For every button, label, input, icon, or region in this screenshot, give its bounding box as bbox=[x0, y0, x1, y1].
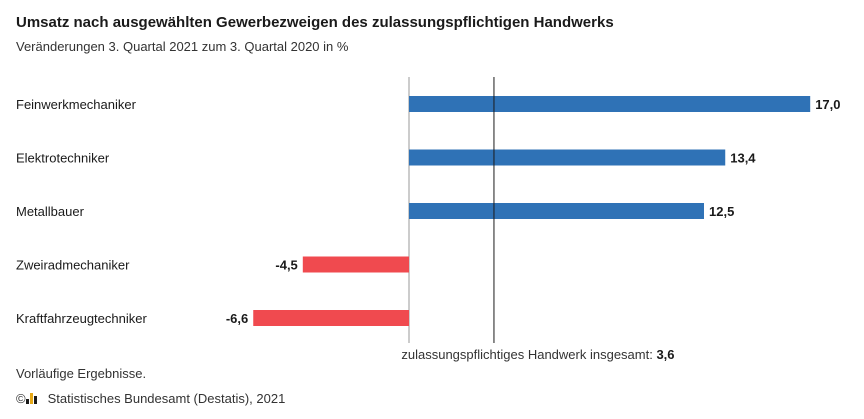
category-label: Kraftfahrzeugtechniker bbox=[16, 311, 147, 326]
bar-value-label: 17,0 bbox=[815, 97, 840, 112]
category-label: Elektrotechniker bbox=[16, 151, 110, 166]
source-text: Statistisches Bundesamt (Destatis), 2021 bbox=[47, 391, 286, 406]
bar-value-label: -6,6 bbox=[226, 311, 248, 326]
source-line: © Statistisches Bundesamt (Destatis), 20… bbox=[16, 391, 285, 406]
bar bbox=[409, 149, 726, 166]
copyright-symbol: © bbox=[16, 391, 26, 406]
bar-value-label: 13,4 bbox=[730, 151, 756, 166]
bar bbox=[409, 96, 811, 112]
chart-subtitle: Veränderungen 3. Quartal 2021 zum 3. Qua… bbox=[16, 39, 349, 54]
category-label: Zweiradmechaniker bbox=[16, 258, 130, 273]
chart-title: Umsatz nach ausgewählten Gewerbezweigen … bbox=[16, 14, 614, 31]
bar-value-label: 12,5 bbox=[709, 204, 734, 219]
bar bbox=[409, 203, 704, 219]
footnote: Vorläufige Ergebnisse. bbox=[16, 366, 147, 381]
reference-line-label: zulassungspflichtiges Handwerk insgesamt… bbox=[401, 347, 674, 362]
destatis-logo-icon bbox=[25, 393, 44, 404]
category-label: Feinwerkmechaniker bbox=[16, 97, 137, 112]
bar-value-label: -4,5 bbox=[275, 258, 297, 273]
bar bbox=[253, 310, 409, 326]
category-label: Metallbauer bbox=[16, 204, 85, 219]
bar bbox=[302, 256, 409, 273]
